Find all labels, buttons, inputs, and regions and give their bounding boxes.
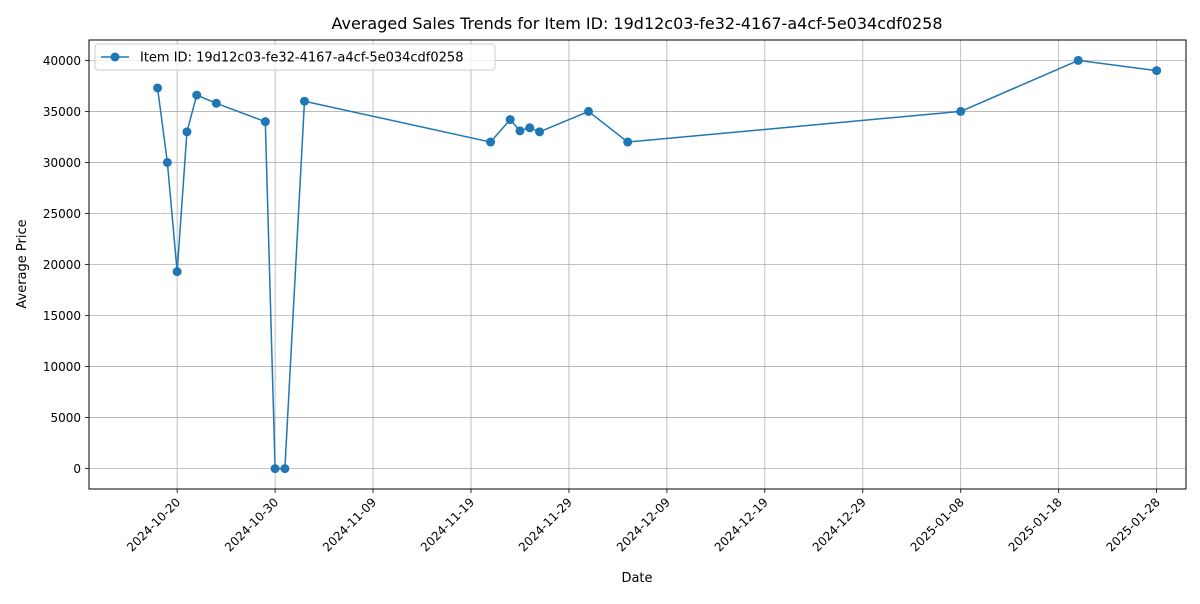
- y-tick-label: 40000: [43, 54, 81, 68]
- data-point: [486, 137, 496, 147]
- data-point: [172, 267, 182, 277]
- series-line: [156, 59, 1157, 470]
- data-point: [211, 98, 221, 108]
- x-tick-label: 2025-01-28: [1104, 495, 1163, 554]
- x-tick-label: 2024-11-09: [320, 495, 379, 554]
- data-point: [505, 115, 515, 125]
- legend-marker-swatch: [110, 52, 120, 62]
- data-point: [280, 464, 290, 474]
- chart-title: Averaged Sales Trends for Item ID: 19d12…: [331, 14, 942, 33]
- data-point: [584, 106, 594, 116]
- x-tick-label: 2025-01-18: [1006, 495, 1065, 554]
- data-point: [1073, 55, 1083, 65]
- y-tick-label: 20000: [43, 258, 81, 272]
- y-tick-label: 35000: [43, 105, 81, 119]
- y-axis-label: Average Price: [15, 219, 30, 308]
- y-tick-label: 0: [73, 462, 81, 476]
- data-point: [956, 106, 966, 116]
- x-tick-label: 2024-12-29: [810, 495, 869, 554]
- y-tick-label: 15000: [43, 309, 81, 323]
- data-point: [162, 157, 172, 167]
- y-tick-label: 25000: [43, 207, 81, 221]
- y-axis-ticks: 0 5000 10000 15000 20000 25000 30000 35000 40000: [43, 54, 89, 476]
- x-tick-label: 2024-10-20: [124, 495, 183, 554]
- x-tick-label: 2024-10-30: [222, 495, 281, 554]
- data-point: [299, 96, 309, 106]
- series-group: [153, 55, 1162, 474]
- x-tick-label: 2024-11-19: [418, 495, 477, 554]
- data-point: [270, 464, 280, 474]
- data-point: [1152, 66, 1162, 76]
- legend: Item ID: 19d12c03-fe32-4167-a4cf-5e034cd…: [94, 43, 496, 71]
- x-tick-label: 2024-12-09: [614, 495, 673, 554]
- x-tick-label: 2024-12-19: [712, 495, 771, 554]
- data-point: [623, 137, 633, 147]
- y-tick-label: 10000: [43, 360, 81, 374]
- legend-box: [94, 43, 496, 71]
- x-tick-label: 2024-11-29: [516, 495, 575, 554]
- x-axis-label: Date: [621, 571, 652, 586]
- data-point: [535, 127, 545, 137]
- data-point: [260, 117, 270, 127]
- x-axis-ticks: 2024-10-20 2024-10-30 2024-11-09 2024-11-19…: [124, 489, 1163, 554]
- y-tick-label: 5000: [50, 411, 81, 425]
- data-point: [515, 126, 525, 136]
- data-point: [192, 90, 202, 100]
- data-point: [182, 127, 192, 137]
- y-tick-label: 30000: [43, 156, 81, 170]
- legend-label: Item ID: 19d12c03-fe32-4167-a4cf-5e034cd…: [140, 51, 463, 66]
- data-point: [153, 83, 163, 93]
- grid-lines: [89, 40, 1186, 489]
- x-tick-label: 2025-01-08: [908, 495, 967, 554]
- data-point: [525, 123, 535, 133]
